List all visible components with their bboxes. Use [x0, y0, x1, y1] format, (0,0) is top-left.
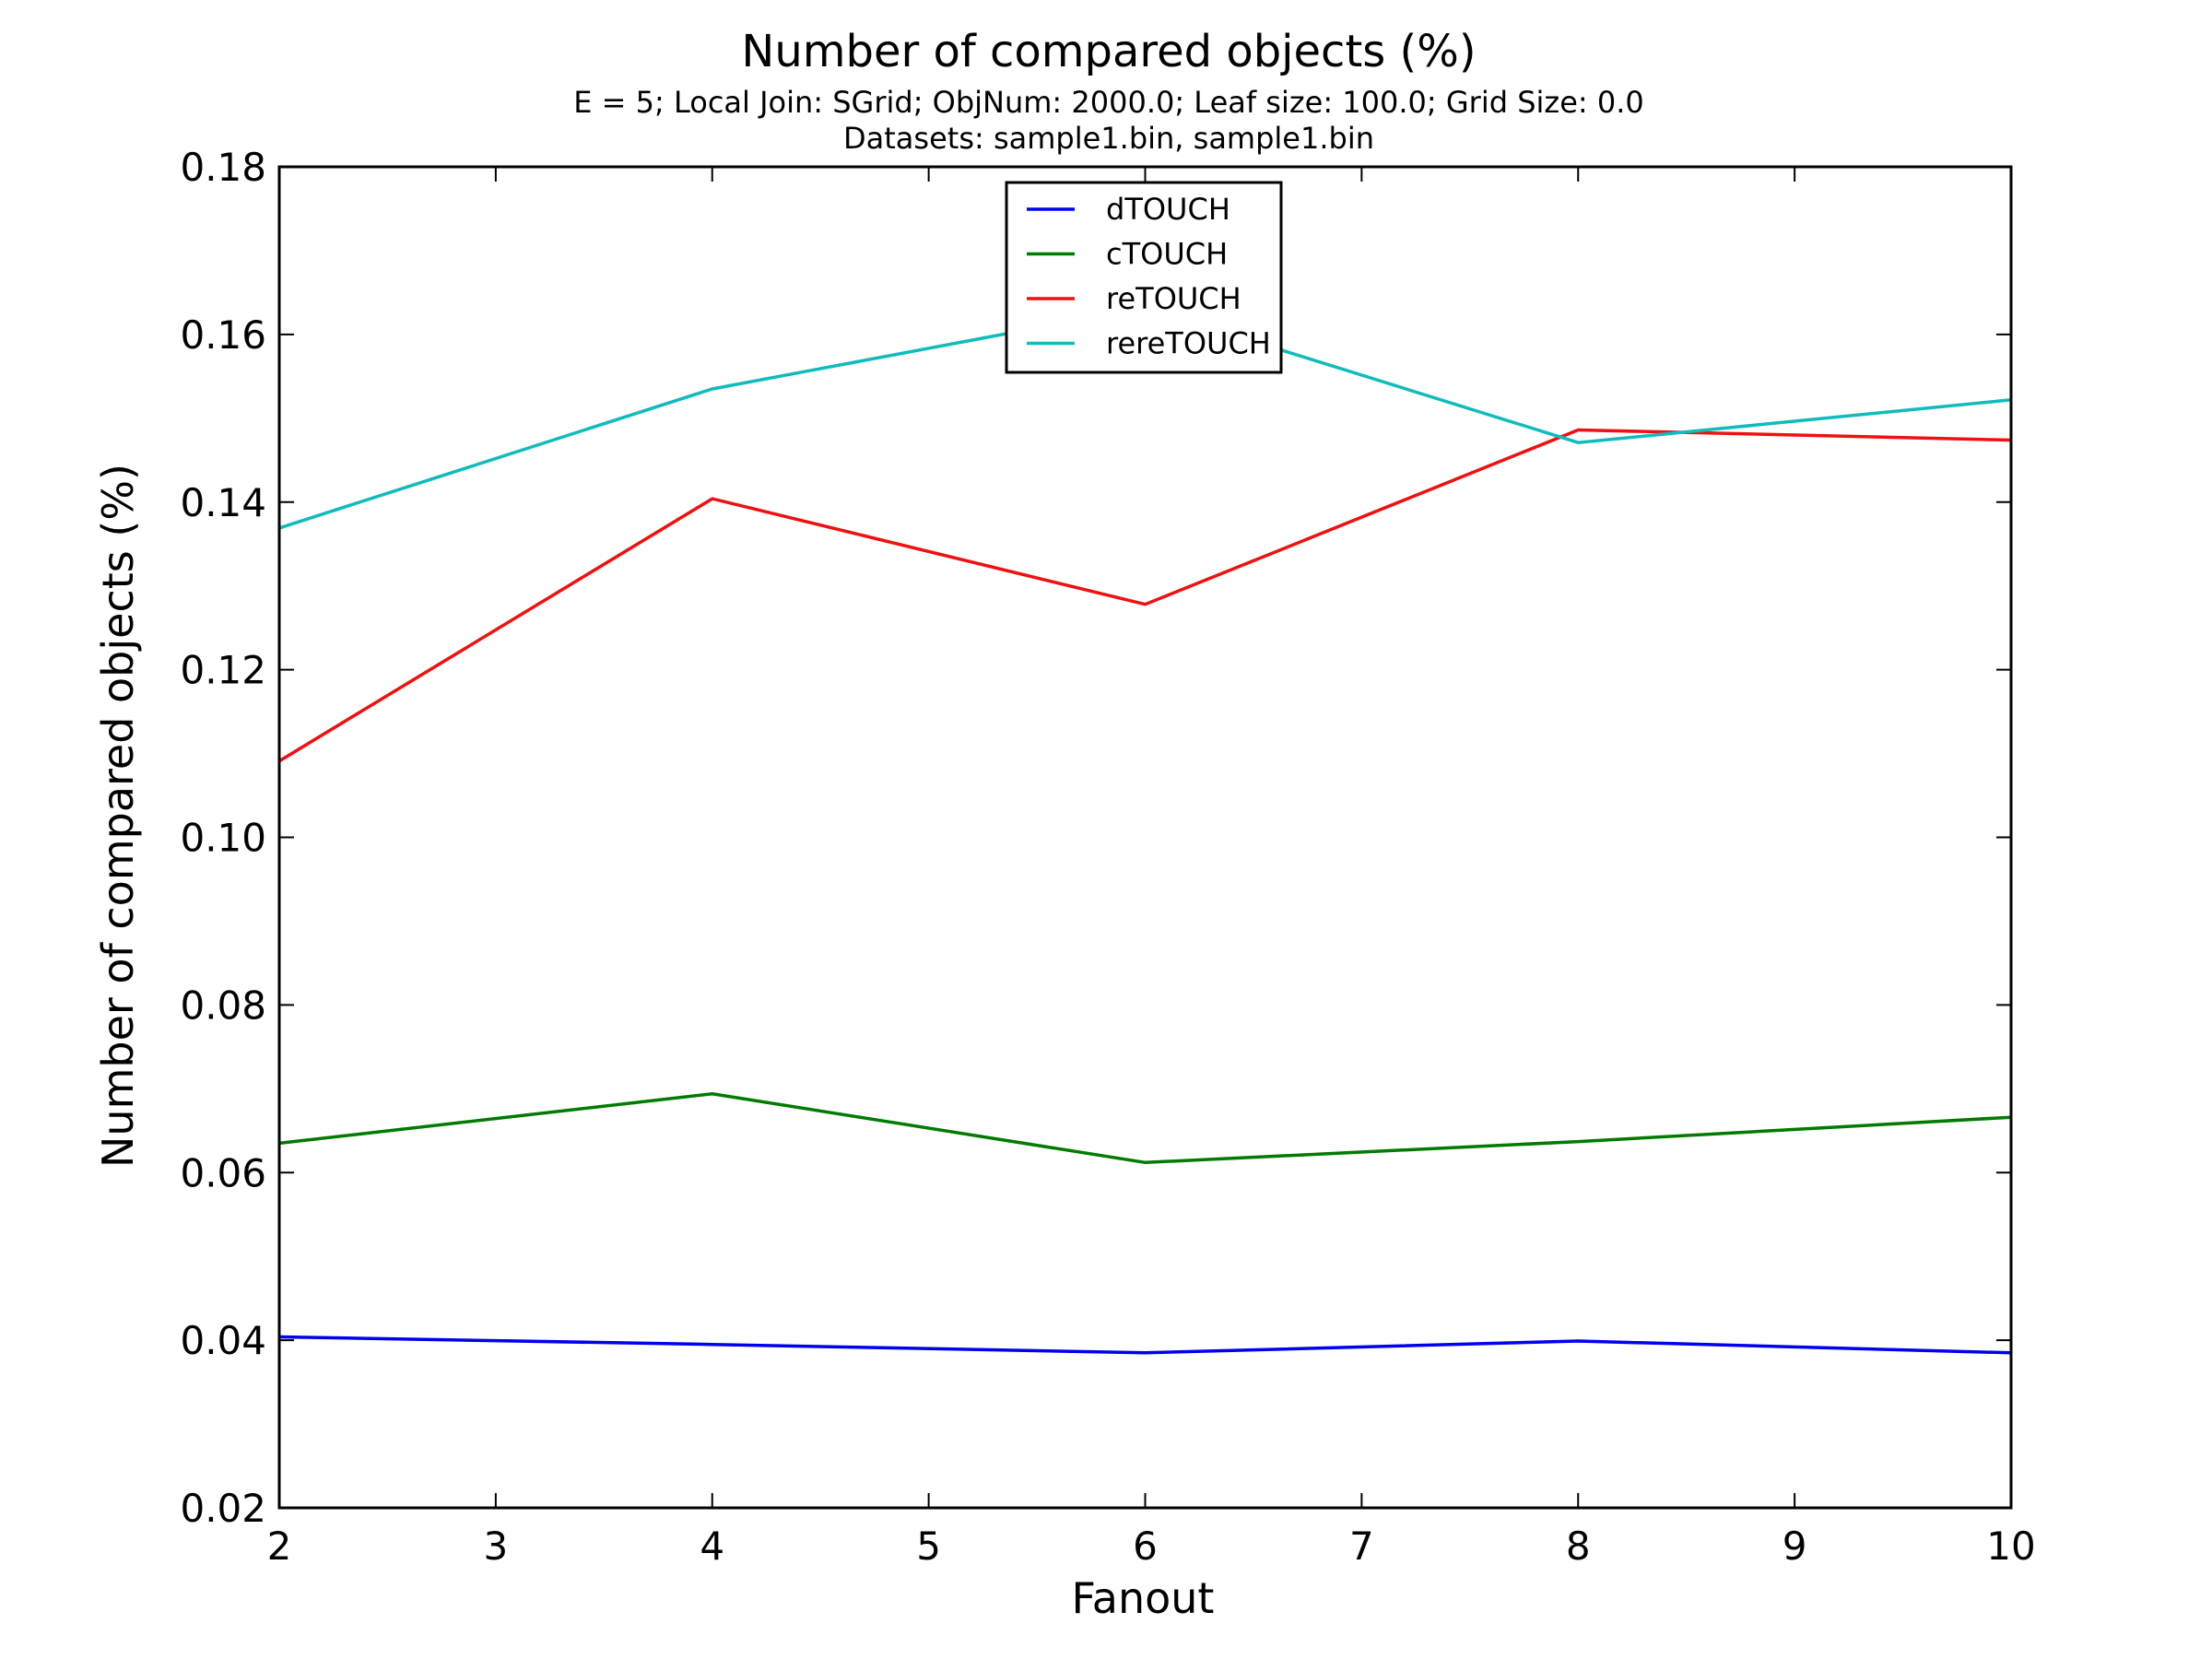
- legend-label-rereTOUCH: rereTOUCH: [1106, 326, 1271, 361]
- y-tick-label: 0.10: [180, 816, 266, 861]
- x-tick-labels: 2 3 4 5 6 7 8 9 10: [267, 1524, 2036, 1569]
- plot-frame: [277, 165, 2013, 1510]
- chart-subtitle-line-1: E = 5; Local Join: SGrid; ObjNum: 2000.0…: [573, 85, 1643, 120]
- legend-label-dTOUCH: dTOUCH: [1106, 192, 1230, 227]
- y-tick-label: 0.04: [180, 1318, 266, 1363]
- chart-subtitle-line-2: Datasets: sample1.bin, sample1.bin: [843, 121, 1374, 156]
- series-line-cTOUCH: [278, 1092, 2012, 1165]
- y-tick-label: 0.06: [180, 1150, 266, 1195]
- x-tick-label: 10: [1986, 1524, 2035, 1569]
- legend-label-cTOUCH: cTOUCH: [1106, 237, 1228, 272]
- x-axis-label: Fanout: [1072, 1573, 1215, 1623]
- x-tick-label: 8: [1566, 1524, 1591, 1569]
- x-tick-label: 7: [1349, 1524, 1374, 1569]
- legend-box: [1005, 181, 1283, 374]
- series-layer: [278, 305, 2012, 1355]
- y-tick-label: 0.08: [180, 982, 266, 1028]
- legend: dTOUCH cTOUCH reTOUCH rereTOUCH: [1005, 181, 1283, 374]
- y-tick-label: 0.02: [180, 1486, 266, 1531]
- y-tick-label: 0.16: [180, 312, 266, 358]
- y-tick-label: 0.14: [180, 480, 266, 525]
- series-line-reTOUCH: [278, 428, 2012, 763]
- y-tick-label: 0.12: [180, 648, 266, 693]
- x-tick-label: 3: [484, 1524, 509, 1569]
- legend-items: dTOUCH cTOUCH reTOUCH rereTOUCH: [1027, 192, 1271, 361]
- x-tick-label: 6: [1133, 1524, 1158, 1569]
- y-tick-label: 0.18: [180, 145, 266, 190]
- y-axis-label: Number of compared objects (%): [93, 464, 143, 1168]
- x-tick-label: 9: [1783, 1524, 1807, 1569]
- legend-label-reTOUCH: reTOUCH: [1106, 281, 1241, 316]
- x-tick-label: 2: [267, 1524, 292, 1569]
- x-tick-label: 5: [916, 1524, 941, 1569]
- y-tick-labels: 0.02 0.04 0.06 0.08 0.10 0.12 0.14 0.16 0.18: [180, 145, 266, 1531]
- x-tick-label: 4: [700, 1524, 724, 1569]
- chart-title: Number of compared objects (%): [741, 26, 1476, 77]
- series-line-dTOUCH: [278, 1335, 2012, 1355]
